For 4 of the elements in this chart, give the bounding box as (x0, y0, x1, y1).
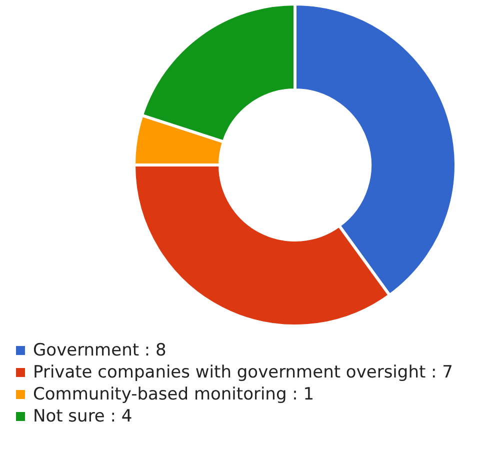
legend-label: Not sure : 4 (33, 406, 132, 426)
legend-label: Private companies with government oversight : 7 (33, 362, 453, 382)
legend-label: Community-based monitoring : 1 (33, 384, 314, 404)
legend-label: Government : 8 (33, 340, 166, 360)
